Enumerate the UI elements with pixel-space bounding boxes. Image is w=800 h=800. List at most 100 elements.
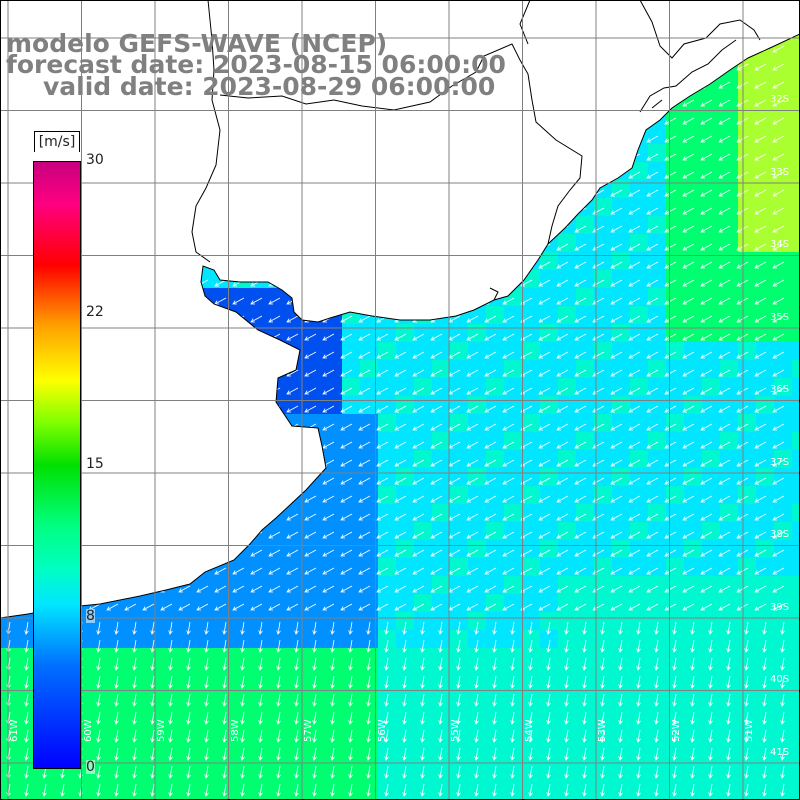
wind-speed-cell [216,648,234,666]
wind-speed-cell [630,162,648,180]
wind-vector [222,621,227,635]
wind-vector [780,747,785,761]
wind-speed-cell [486,378,504,396]
wind-vector [628,603,641,611]
wind-speed-cell [558,432,576,450]
wind-speed-cell [450,558,468,576]
wind-speed-cell [594,378,612,396]
wind-vector [358,585,371,593]
wind-vector [286,513,299,521]
wind-vector [24,693,29,707]
wind-vector [168,765,173,779]
wind-speed-cell [540,540,558,558]
wind-speed-cell [540,792,558,800]
wind-speed-cell [252,594,270,612]
wind-speed-cell [684,432,702,450]
wind-vector [466,585,479,593]
wind-speed-cell [432,630,450,648]
wind-vector [186,711,191,725]
wind-vector [672,693,677,707]
wind-speed-cell [306,594,324,612]
wind-vector [430,405,443,413]
wind-speed-cell [198,756,216,774]
wind-speed-cell [306,342,324,360]
wind-vector [430,513,443,521]
wind-speed-cell [702,684,720,702]
wind-vector [690,711,695,725]
wind-vector [682,315,695,323]
wind-speed-cell [360,540,378,558]
wind-vector [384,765,389,779]
colorbar-unit: [m/s] [34,131,80,152]
wind-speed-cell [288,396,306,414]
wind-vector [286,567,299,575]
colorbar-tick-label: 8 [86,608,95,624]
wind-speed-cell [522,288,540,306]
wind-speed-cell [540,342,558,360]
wind-speed-cell [54,774,72,792]
wind-vector [142,603,155,611]
wind-speed-cell [792,108,800,126]
wind-speed-cell [648,576,666,594]
wind-vector [240,639,245,653]
wind-speed-cell [360,432,378,450]
wind-vector [114,675,119,689]
wind-speed-cell [738,414,756,432]
wind-speed-cell [180,756,198,774]
wind-speed-cell [594,324,612,342]
wind-vector [502,531,515,539]
wind-vector [394,459,407,467]
wind-vector [250,297,263,305]
wind-vector [762,621,767,635]
wind-vector [600,765,605,779]
wind-speed-cell [756,468,774,486]
wind-speed-cell [396,756,414,774]
wind-vector [240,675,245,689]
wind-vector [384,657,389,671]
wind-vector [474,657,479,671]
wind-speed-cell [540,612,558,630]
wind-speed-cell [414,720,432,738]
wind-vector [744,657,749,671]
wind-speed-cell [702,162,720,180]
wind-speed-cell [684,234,702,252]
wind-vector [772,567,785,575]
wind-vector [412,333,425,341]
wind-vector [420,783,425,797]
wind-vector [456,711,461,725]
wind-speed-cell [702,144,720,162]
wind-vector [646,477,659,485]
wind-vector [412,441,425,449]
wind-vector [394,477,407,485]
wind-speed-cell [648,342,666,360]
wind-speed-cell [342,738,360,756]
wind-vector [186,765,191,779]
wind-vector [646,261,659,269]
wind-speed-cell [738,306,756,324]
wind-vector [168,675,173,689]
wind-speed-cell [774,414,792,432]
wind-vector [556,495,569,503]
forecast-date: forecast date: 2023-08-15 06:00:00 [6,50,506,79]
wind-vector [322,585,335,593]
wind-speed-cell [612,468,630,486]
wind-speed-cell [450,576,468,594]
wind-speed-cell [540,486,558,504]
wind-vector [96,657,101,671]
wind-vector [384,693,389,707]
wind-speed-cell [252,540,270,558]
wind-vector [556,405,569,413]
wind-speed-cell [522,630,540,648]
wind-speed-cell [486,702,504,720]
wind-speed-cell [126,792,144,800]
wind-speed-cell [360,504,378,522]
wind-vector [24,675,29,689]
wind-vector [168,729,173,743]
wind-speed-cell [360,522,378,540]
wind-vector [754,603,767,611]
wind-speed-cell [0,738,18,756]
wind-speed-cell [378,360,396,378]
wind-speed-cell [792,486,800,504]
wind-speed-cell [540,504,558,522]
wind-speed-cell [720,288,738,306]
